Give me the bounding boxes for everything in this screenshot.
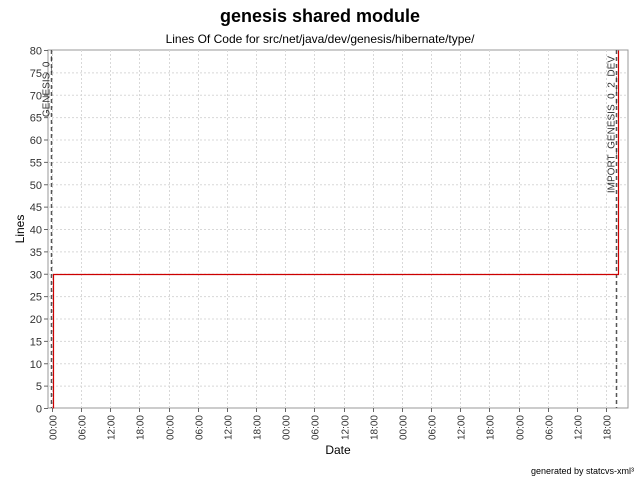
x-tick-label: 18:00 <box>603 415 614 440</box>
x-tick-label: 06:00 <box>545 415 556 440</box>
y-tick-label: 45 <box>30 202 42 214</box>
x-tick-label: 18:00 <box>253 415 264 440</box>
y-tick-label: 10 <box>30 359 42 371</box>
x-tick-label: 12:00 <box>107 415 118 440</box>
x-tick-label: 18:00 <box>486 415 497 440</box>
x-tick-label: 12:00 <box>224 415 235 440</box>
chart-subtitle: Lines Of Code for src/net/java/dev/genes… <box>165 32 475 46</box>
x-tick-label: 00:00 <box>49 415 60 440</box>
x-tick-label: 18:00 <box>370 415 381 440</box>
y-tick-label: 75 <box>30 68 42 80</box>
y-tick-label: 40 <box>30 225 42 237</box>
marker-label: IMPORT_GENESIS_0_2_DEV <box>607 56 618 193</box>
x-tick-label: 06:00 <box>311 415 322 440</box>
y-axis: 0 5 10 15 20 25 30 35 40 45 50 55 60 65 70 75 80 <box>30 46 48 416</box>
y-tick-label: 35 <box>30 247 42 259</box>
y-tick-label: 60 <box>30 135 42 147</box>
x-tick-label: 00:00 <box>516 415 527 440</box>
series-line <box>52 50 620 409</box>
footer-credit: generated by statcvs-xml³ <box>530 466 634 476</box>
y-tick-label: 70 <box>30 90 42 102</box>
x-tick-label: 00:00 <box>282 415 293 440</box>
x-tick-label: 00:00 <box>166 415 177 440</box>
y-tick-label: 15 <box>30 336 42 348</box>
x-tick-label: 00:00 <box>399 415 410 440</box>
y-tick-label: 0 <box>36 404 42 416</box>
series-lines <box>52 50 620 409</box>
x-axis-label: Date <box>325 443 351 457</box>
x-tick-label: 12:00 <box>341 415 352 440</box>
x-tick-label: 18:00 <box>136 415 147 440</box>
marker-label: GENESIS_0_ <box>42 56 53 118</box>
y-tick-label: 80 <box>30 46 42 58</box>
x-tick-label: 12:00 <box>457 415 468 440</box>
x-tick-label: 06:00 <box>78 415 89 440</box>
y-tick-label: 55 <box>30 157 42 169</box>
y-tick-label: 65 <box>30 113 42 125</box>
x-tick-label: 12:00 <box>574 415 585 440</box>
y-tick-label: 25 <box>30 292 42 304</box>
y-tick-label: 50 <box>30 180 42 192</box>
y-tick-label: 20 <box>30 314 42 326</box>
y-tick-label: 5 <box>36 381 42 393</box>
chart-title: genesis shared module <box>219 6 421 26</box>
y-axis-label: Lines <box>13 215 27 244</box>
x-tick-label: 06:00 <box>428 415 439 440</box>
x-tick-label: 06:00 <box>195 415 206 440</box>
x-axis: 00:00 06:00 12:00 18:00 00:00 06:00 12:00 18:00… <box>49 408 614 440</box>
event-markers: GENESIS_0_ IMPORT_GENESIS_0_2_DEV <box>42 50 618 408</box>
y-tick-label: 30 <box>30 269 42 281</box>
